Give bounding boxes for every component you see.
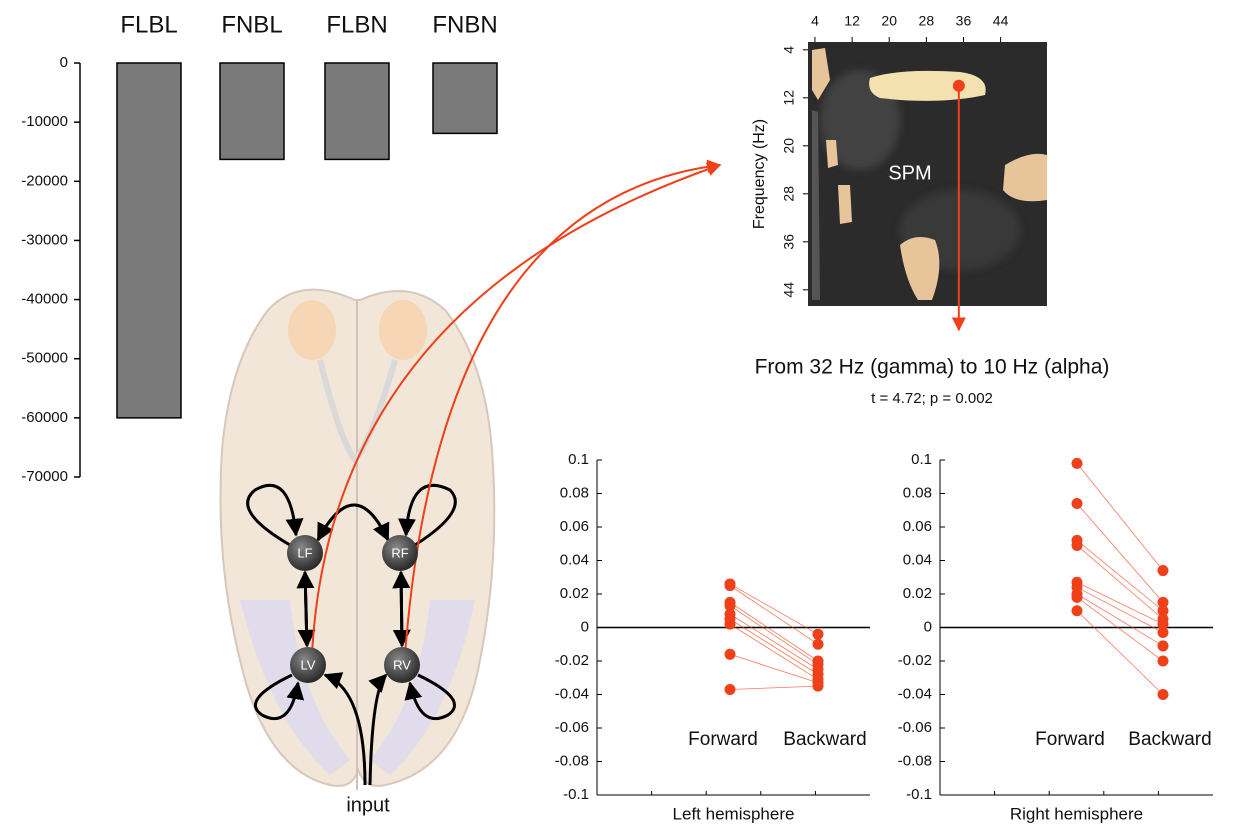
dot xyxy=(813,681,824,692)
y-tick-label: -0.02 xyxy=(898,652,932,669)
pair-line xyxy=(1077,582,1163,624)
dot xyxy=(813,629,824,640)
dot xyxy=(1158,656,1169,667)
dot xyxy=(1072,458,1083,469)
y-tick-label: -50000 xyxy=(21,350,68,367)
bar xyxy=(433,63,497,133)
y-tick-label: -0.1 xyxy=(563,786,589,803)
x-tick-label: 20 xyxy=(881,13,897,29)
category-label: FNBN xyxy=(432,11,497,38)
category-label: Backward xyxy=(1128,729,1211,750)
y-tick-label: 0 xyxy=(581,618,589,635)
x-tick-label: 44 xyxy=(993,13,1009,29)
y-axis-label: Frequency (Hz) xyxy=(751,119,768,229)
pair-line xyxy=(730,654,818,682)
y-tick-label: 12 xyxy=(781,90,797,106)
x-axis-label: Left hemisphere xyxy=(673,804,795,823)
peak-point xyxy=(953,80,965,92)
y-tick-label: -30000 xyxy=(21,231,68,248)
input-label: input xyxy=(346,794,390,816)
x-tick-label: 28 xyxy=(919,13,935,29)
y-tick-label: -0.04 xyxy=(898,685,932,702)
y-tick-label: 28 xyxy=(781,186,797,202)
stats: t = 4.72; p = 0.002 xyxy=(871,390,993,407)
dot xyxy=(1072,605,1083,616)
x-tick-label: 12 xyxy=(844,13,860,29)
y-tick-label: -60000 xyxy=(21,409,68,426)
bar xyxy=(117,63,181,418)
bar xyxy=(220,63,284,159)
caption: From 32 Hz (gamma) to 10 Hz (alpha) xyxy=(755,356,1110,379)
y-tick-label: 0.04 xyxy=(903,551,932,568)
y-tick-label: -20000 xyxy=(21,172,68,189)
y-tick-label: 44 xyxy=(781,282,797,298)
y-tick-label: -10000 xyxy=(21,113,68,130)
y-tick-label: -0.06 xyxy=(555,719,589,736)
pair-line xyxy=(730,614,818,669)
y-tick-label: -40000 xyxy=(21,291,68,308)
y-tick-label: 0.02 xyxy=(903,585,932,602)
y-tick-label: -0.08 xyxy=(555,752,589,769)
dot xyxy=(1072,498,1083,509)
dot xyxy=(1072,540,1083,551)
y-tick-label: 0.06 xyxy=(903,518,932,535)
pair-line xyxy=(730,686,818,689)
y-tick-label: 20 xyxy=(781,138,797,154)
y-tick-label: -0.08 xyxy=(898,752,932,769)
node-label: LF xyxy=(297,545,312,560)
dot xyxy=(1158,640,1169,651)
y-tick-label: 36 xyxy=(781,234,797,250)
pair-line xyxy=(1077,594,1163,646)
category-label: Forward xyxy=(688,729,758,750)
y-tick-label: 0 xyxy=(60,54,68,71)
category-label: Backward xyxy=(783,729,866,750)
node-label: RF xyxy=(391,545,408,560)
pair-line xyxy=(1077,611,1163,695)
y-tick-label: -0.1 xyxy=(906,786,932,803)
dot xyxy=(1158,627,1169,638)
y-tick-label: -70000 xyxy=(21,468,68,485)
figure: LF RF LV RV input 0 -10000 -20000 -30000 -40… xyxy=(0,0,1244,830)
x-tick-label: 36 xyxy=(956,13,972,29)
dot xyxy=(1072,592,1083,603)
y-tick-label: 0.1 xyxy=(568,451,589,468)
pair-line xyxy=(1077,545,1163,619)
category-label: FNBL xyxy=(221,11,282,38)
y-tick-label: 0.1 xyxy=(911,451,932,468)
node-label: LV xyxy=(301,657,316,672)
pair-line xyxy=(1077,463,1163,570)
pair-line xyxy=(1077,504,1163,603)
annotation: SPM xyxy=(888,162,931,184)
dot xyxy=(725,684,736,695)
dot xyxy=(813,639,824,650)
dot xyxy=(725,649,736,660)
y-tick-label: 0.08 xyxy=(903,484,932,501)
bar xyxy=(325,63,389,159)
category-label: Forward xyxy=(1035,729,1105,750)
x-tick-label: 4 xyxy=(811,13,819,29)
y-tick-label: 0.08 xyxy=(560,484,589,501)
dot xyxy=(1158,689,1169,700)
dot xyxy=(725,580,736,591)
y-tick-label: -0.04 xyxy=(555,685,589,702)
y-tick-label: 0.06 xyxy=(560,518,589,535)
node-label: RV xyxy=(393,657,411,672)
x-axis-label: Right hemisphere xyxy=(1010,804,1143,823)
y-tick-label: 0 xyxy=(924,618,932,635)
pair-line xyxy=(730,584,818,634)
pair-line xyxy=(1077,597,1163,661)
y-tick-label: 0.02 xyxy=(560,585,589,602)
y-tick-label: 4 xyxy=(781,46,797,54)
category-label: FLBN xyxy=(326,11,387,38)
dot xyxy=(1158,565,1169,576)
y-tick-label: -0.06 xyxy=(898,719,932,736)
y-tick-label: -0.02 xyxy=(555,652,589,669)
pair-line xyxy=(1077,587,1163,632)
y-tick-label: 0.04 xyxy=(560,551,589,568)
category-label: FLBL xyxy=(120,11,177,38)
pair-line xyxy=(1077,540,1163,610)
dot xyxy=(725,619,736,630)
